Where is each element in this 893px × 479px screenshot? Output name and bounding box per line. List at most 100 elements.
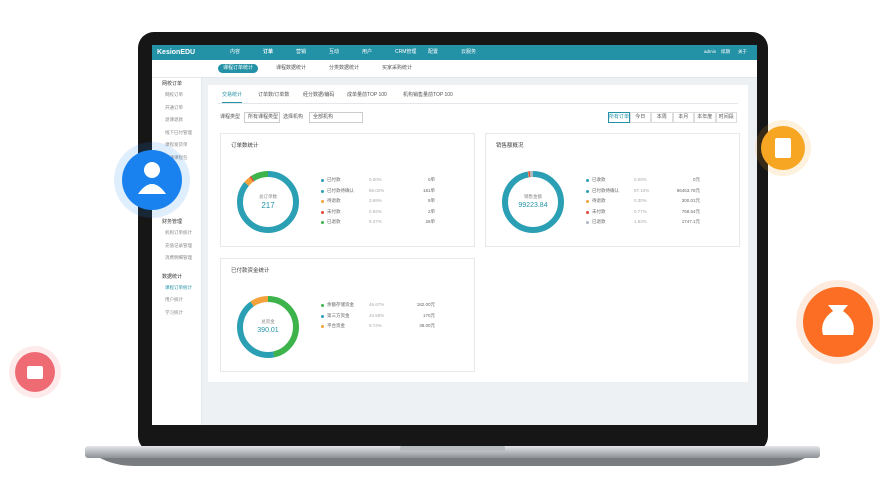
legend-name: 第三方资金 [327,312,350,318]
legend-amount: 170元 [422,312,435,318]
center-label: 总订单数 [259,194,277,199]
legend-percent: 0.30% [634,198,647,203]
notch [400,446,505,451]
legend-percent: 0.92% [369,208,382,214]
filter-label: 课程类型 [220,114,241,120]
nav-item[interactable]: 用户 [362,49,373,55]
legend-name: 已收款 [592,177,606,182]
content-card: 交易统计 订单数/订单数 经分数据/编码 成单量前TOP 100 机构销售量前TOP 1… [208,85,748,382]
base-bottom [100,458,805,466]
legend-percent: 3.69% [369,198,382,203]
inner-tab[interactable]: 订单数/订单数 [258,92,290,98]
legend-amount: 0元 [692,177,700,182]
nav-item[interactable]: 内容 [230,49,241,55]
nav-item[interactable]: CRM管理 [395,49,417,55]
sidebar-item[interactable]: 学习统计 [165,309,183,315]
legend-name: 平台资金 [327,323,345,328]
sidebar-item[interactable]: 退课退款 [165,117,183,122]
legend-amount: 26单 [425,219,435,224]
legend-name: 余额存储资金 [327,302,354,307]
user-link[interactable]: 关于 [738,49,747,54]
donut-segment [237,171,299,233]
subtab[interactable]: 课程订单统计 [218,64,259,73]
filter-select[interactable]: 所有课程类型 [244,112,280,123]
legend-amount: 181单 [422,187,435,193]
legend-dot [586,189,589,193]
subtab[interactable]: 分类数据统计 [329,65,360,71]
sidebar-item[interactable]: 机构订单统计 [165,230,192,235]
time-button[interactable]: 时间段 [715,112,737,123]
legend-name: 已付款待确认 [327,187,354,193]
subtab[interactable]: 课程数据统计 [276,65,307,71]
legend-dot [586,179,589,182]
donut [502,171,564,233]
sidebar-item[interactable]: 课程发货单 [165,142,188,147]
legend-name: 未付款 [592,208,606,214]
donut-segment [502,171,564,233]
legend-percent: 0.77% [634,208,647,214]
nav-item[interactable]: 云服务 [461,49,477,55]
donut-segment [237,296,299,358]
legend-name: 已退款 [327,219,341,224]
sidebar-group[interactable]: 网校订单 [162,81,183,87]
legend-amount: 38.00元 [419,323,435,328]
sidebar-item[interactable]: 开通订单 [165,104,183,110]
legend-name: 待退款 [592,198,606,203]
legend-name: 已付款 [327,177,341,182]
subtab[interactable]: 买家采购统计 [382,65,413,71]
user-link[interactable]: 续期 [721,49,730,54]
legend-percent: 43.59% [369,312,385,318]
sidebar-group[interactable]: 财务管理 [162,219,183,225]
panel-title: 销售额概况 [496,143,524,149]
nav-item[interactable]: 互动 [329,49,340,55]
legend-dot [321,210,324,214]
inner-tab[interactable]: 成单量前TOP 100 [347,92,387,98]
stat-panel: 销售额概况 已收款 0.00% 0元 已付款待确认 97.10% 96463.78元 待退款 0… [485,133,740,247]
sidebar-item[interactable]: 消费明细管理 [165,255,192,260]
legend-amount: 96463.78元 [676,187,700,193]
panel-title: 订单数统计 [231,143,259,149]
sidebar-group[interactable]: 数据统计 [162,273,183,280]
legend-dot [586,210,589,214]
donut [237,296,299,358]
time-button[interactable]: 本年度 [694,112,716,123]
legend-percent: 97.10% [634,187,650,193]
sidebar-item[interactable]: 充值记录管理 [165,242,192,248]
legend-name: 待退款 [327,198,341,203]
top-bar [152,45,757,60]
inner-tab[interactable]: 经分数据/编码 [303,92,335,98]
legend-amount: 182.00元 [416,302,435,307]
legend-percent: 46.67% [369,302,385,307]
center-value: 217 [261,201,275,210]
time-button[interactable]: 所有订单 [608,112,630,123]
sidebar-item[interactable]: 线下已付管理 [165,129,192,135]
filter-select[interactable]: 全部机构 [309,112,363,123]
legend-dot [321,179,324,182]
time-button[interactable]: 本周 [651,112,673,123]
sidebar: 网校订单 网校订单 开通订单 退课退款 线下已付管理 课程发货单 开通课程包 财务管理 机构订单… [152,78,202,425]
filter-label: 选择机构 [283,114,304,120]
legend-name: 已退款 [592,219,606,224]
legend-dot [321,200,324,203]
legend-name: 未付款 [327,208,341,214]
user-link[interactable]: admin [704,49,717,54]
nav-item[interactable]: 营销 [296,49,307,55]
screen: KesionEDU 内容 订单 营销 互动 用户 CRM管理 配置 云服务 admin 续期 关于课程… [152,45,757,425]
legend-dot [321,189,324,193]
brand: KesionEDU [157,49,196,56]
inner-tab[interactable]: 交易统计 [222,93,243,103]
sidebar-item[interactable]: 课程订单统计 [165,284,192,290]
sidebar-item[interactable]: 开通课程包 [165,154,188,160]
legend-amount: 8单 [427,198,435,203]
nav-item[interactable]: 订单 [263,49,274,55]
time-button[interactable]: 今日 [629,112,651,123]
donut-segment [237,296,299,358]
time-button[interactable]: 本月 [672,112,694,123]
sidebar-item[interactable]: 网校订单 [165,92,183,97]
stat-panel: 已付款资金统计 余额存储资金 46.67% 182.00元 第三方资金 43.59% 170… [220,258,475,372]
nav-item[interactable]: 配置 [428,49,439,55]
sidebar-item[interactable]: 用户统计 [165,297,183,302]
legend-percent: 86.02% [369,187,385,193]
inner-tab[interactable]: 机构销售量前TOP 100 [403,92,453,98]
